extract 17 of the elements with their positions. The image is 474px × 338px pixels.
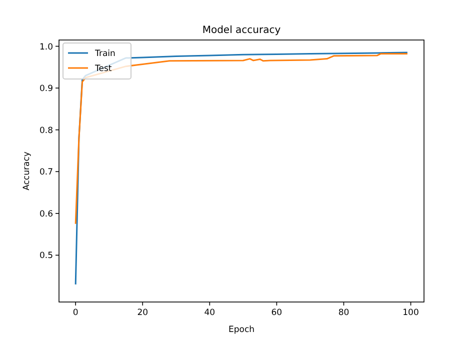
y-tick-label: 0.6 (39, 209, 53, 220)
x-tick-label: 0 (72, 308, 78, 318)
legend-label: Test (94, 64, 112, 74)
x-tick-label: 20 (137, 308, 148, 318)
y-tick-label: 0.5 (39, 251, 53, 262)
x-tick-label: 60 (271, 308, 282, 318)
y-tick-label: 0.9 (39, 84, 53, 94)
y-tick-label: 0.7 (39, 168, 53, 178)
y-axis-title: Accuracy (22, 152, 32, 190)
y-tick-label: 0.8 (39, 126, 53, 136)
legend-label: Train (94, 49, 116, 59)
x-tick-label: 100 (402, 308, 419, 318)
y-tick-label: 1.0 (39, 42, 53, 52)
x-tick-label: 80 (338, 308, 350, 318)
chart-title: Model accuracy (202, 25, 281, 36)
x-axis-title: Epoch (228, 325, 255, 335)
x-tick-label: 40 (204, 308, 216, 318)
